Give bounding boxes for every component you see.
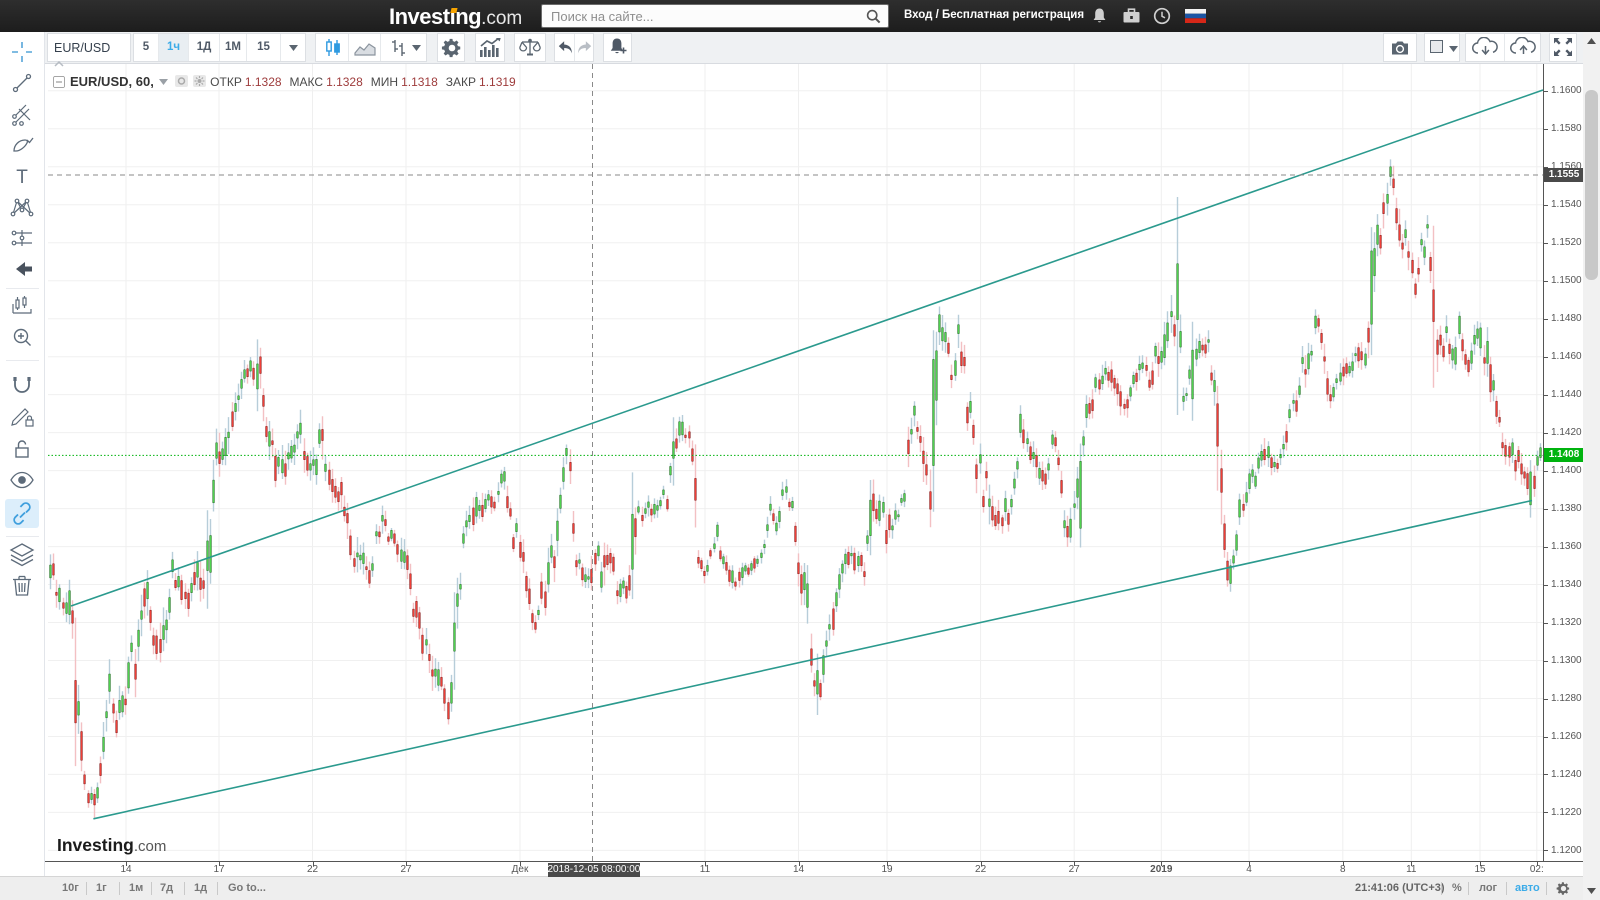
svg-text:Investing.com: Investing.com bbox=[57, 835, 166, 855]
svg-text:T: T bbox=[16, 167, 28, 188]
